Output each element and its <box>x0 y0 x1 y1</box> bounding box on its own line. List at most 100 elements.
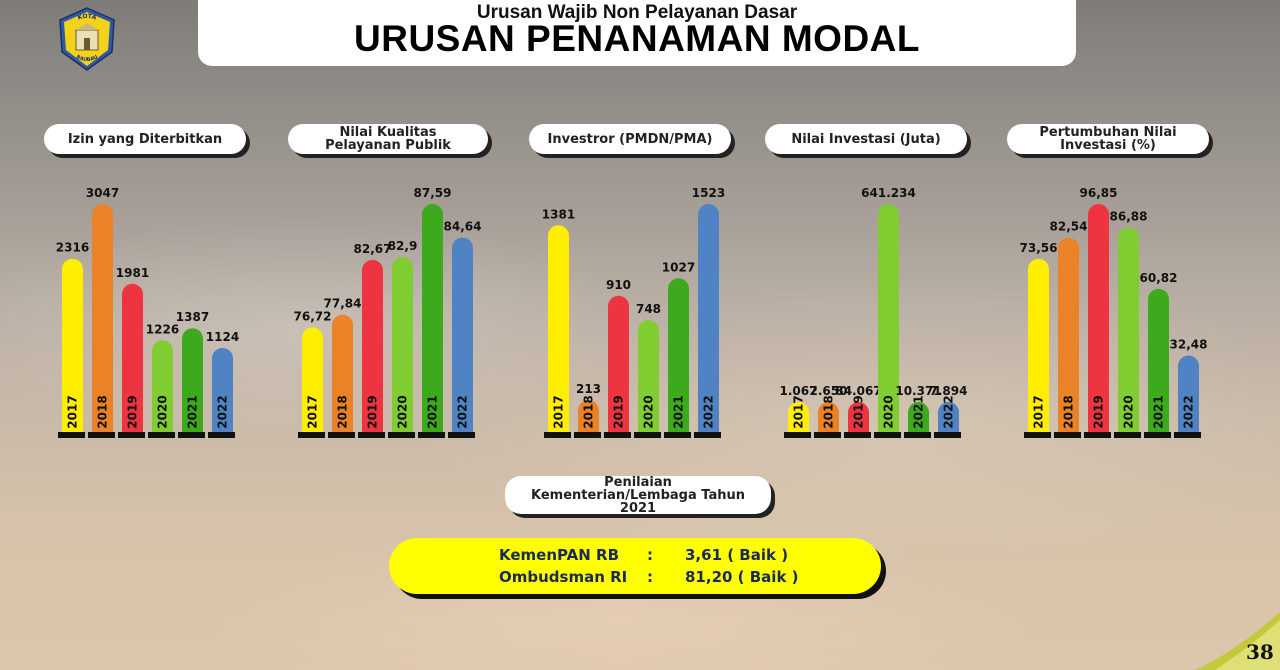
bar-base <box>574 432 601 438</box>
data-label: 1027 <box>662 260 695 274</box>
penilaian-row: Ombudsman RI : 81,20 ( Baik ) <box>389 568 881 588</box>
data-label: 73,56 <box>1020 241 1058 255</box>
bar <box>908 402 929 432</box>
chart-title-izin: Izin yang Diterbitkan <box>44 124 246 154</box>
data-label: 1226 <box>146 322 179 336</box>
bar <box>452 237 473 432</box>
x-tick-label: 2018 <box>582 395 596 428</box>
svg-text:BAUBAU: BAUBAU <box>75 54 99 63</box>
bar <box>608 295 629 432</box>
bar-base <box>298 432 325 438</box>
data-label: 96,85 <box>1080 186 1118 200</box>
bar <box>578 400 599 432</box>
bar <box>1028 258 1049 432</box>
header-subtitle: Urusan Wajib Non Pelayanan Dasar <box>476 2 798 23</box>
x-tick-label: 2021 <box>186 395 200 428</box>
bar <box>212 347 233 432</box>
x-tick-label: 2019 <box>366 395 380 428</box>
bar <box>422 204 443 432</box>
bar-base <box>418 432 445 438</box>
bar <box>638 320 659 432</box>
bar <box>818 402 839 432</box>
bar <box>848 402 869 432</box>
page-corner-fold <box>1195 612 1280 670</box>
data-label: 2316 <box>56 241 89 255</box>
x-tick-label: 2018 <box>96 395 110 428</box>
x-tick-label: 2022 <box>942 395 956 428</box>
bar <box>938 402 959 432</box>
bar-base <box>328 432 355 438</box>
bar-base <box>178 432 205 438</box>
bar-base <box>1054 432 1081 438</box>
bar-base <box>148 432 175 438</box>
bar-base <box>1174 432 1201 438</box>
bar-base <box>874 432 901 438</box>
data-label: 87,59 <box>414 186 452 200</box>
bar <box>878 204 899 432</box>
data-label: 748 <box>636 302 661 316</box>
x-tick-label: 2018 <box>336 395 350 428</box>
penilaian-row-sep: : <box>647 546 653 564</box>
bar-base <box>448 432 475 438</box>
bar <box>392 257 413 432</box>
bar-base <box>1024 432 1051 438</box>
x-tick-label: 2019 <box>612 395 626 428</box>
chart-kualitas: 76,72 2017 77,84 2018 82,67 2019 82,9 2020 87,59… <box>294 186 482 438</box>
data-label: 1124 <box>206 330 239 344</box>
bar-base <box>844 432 871 438</box>
bar <box>548 225 569 432</box>
bar-base <box>358 432 385 438</box>
penilaian-row-name: Ombudsman RI <box>499 568 628 586</box>
x-tick-label: 2017 <box>1032 395 1046 428</box>
data-label: 32,48 <box>1170 338 1208 352</box>
data-label: 1981 <box>116 266 149 280</box>
data-label: 84,64 <box>444 219 482 233</box>
data-label: 3047 <box>86 186 119 200</box>
x-tick-label: 2021 <box>672 395 686 428</box>
bar <box>302 327 323 432</box>
chart-title-kualitas: Nilai Kualitas Pelayanan Publik <box>288 124 488 154</box>
bar-base <box>604 432 631 438</box>
bar-base <box>814 432 841 438</box>
header-banner: Urusan Wajib Non Pelayanan Dasar URUSAN … <box>198 0 1076 66</box>
x-tick-label: 2021 <box>426 395 440 428</box>
bar <box>788 402 809 432</box>
penilaian-row: KemenPAN RB : 3,61 ( Baik ) <box>389 546 881 566</box>
x-tick-label: 2022 <box>216 395 230 428</box>
x-tick-label: 2022 <box>456 395 470 428</box>
bar <box>332 314 353 432</box>
chart-izin: 2316 2017 3047 2018 1981 2019 1226 2020 1387 2021… <box>56 186 239 438</box>
penilaian-title: Penilaian Kementerian/Lembaga Tahun 2021 <box>505 476 771 515</box>
x-tick-label: 2019 <box>852 395 866 428</box>
data-label: 76,72 <box>294 309 332 323</box>
page-title: URUSAN PENANAMAN MODAL <box>354 18 920 59</box>
bar-base <box>388 432 415 438</box>
bar-base <box>784 432 811 438</box>
city-logo: KOTA BAUBAU <box>59 7 115 71</box>
data-label: 1523 <box>692 186 725 200</box>
bar <box>1058 237 1079 432</box>
x-tick-label: 2021 <box>912 395 926 428</box>
bar-base <box>1114 432 1141 438</box>
bar <box>62 258 83 432</box>
bar <box>362 259 383 432</box>
bar <box>1088 204 1109 432</box>
bar <box>152 340 173 432</box>
bar-base <box>904 432 931 438</box>
data-label: 84.067 <box>835 384 881 398</box>
bar-base <box>88 432 115 438</box>
data-label: 77,84 <box>324 297 362 311</box>
x-tick-label: 2017 <box>306 395 320 428</box>
bar <box>92 204 113 432</box>
bar-base <box>1084 432 1111 438</box>
x-tick-label: 2018 <box>1062 395 1076 428</box>
data-label: 10.371 <box>895 384 941 398</box>
bar <box>1178 355 1199 432</box>
chart-title-nilai-investasi: Nilai Investasi (Juta) <box>765 124 967 154</box>
x-tick-label: 2019 <box>126 395 140 428</box>
x-tick-label: 2022 <box>702 395 716 428</box>
svg-text:KOTA: KOTA <box>77 13 98 22</box>
bar-base <box>934 432 961 438</box>
